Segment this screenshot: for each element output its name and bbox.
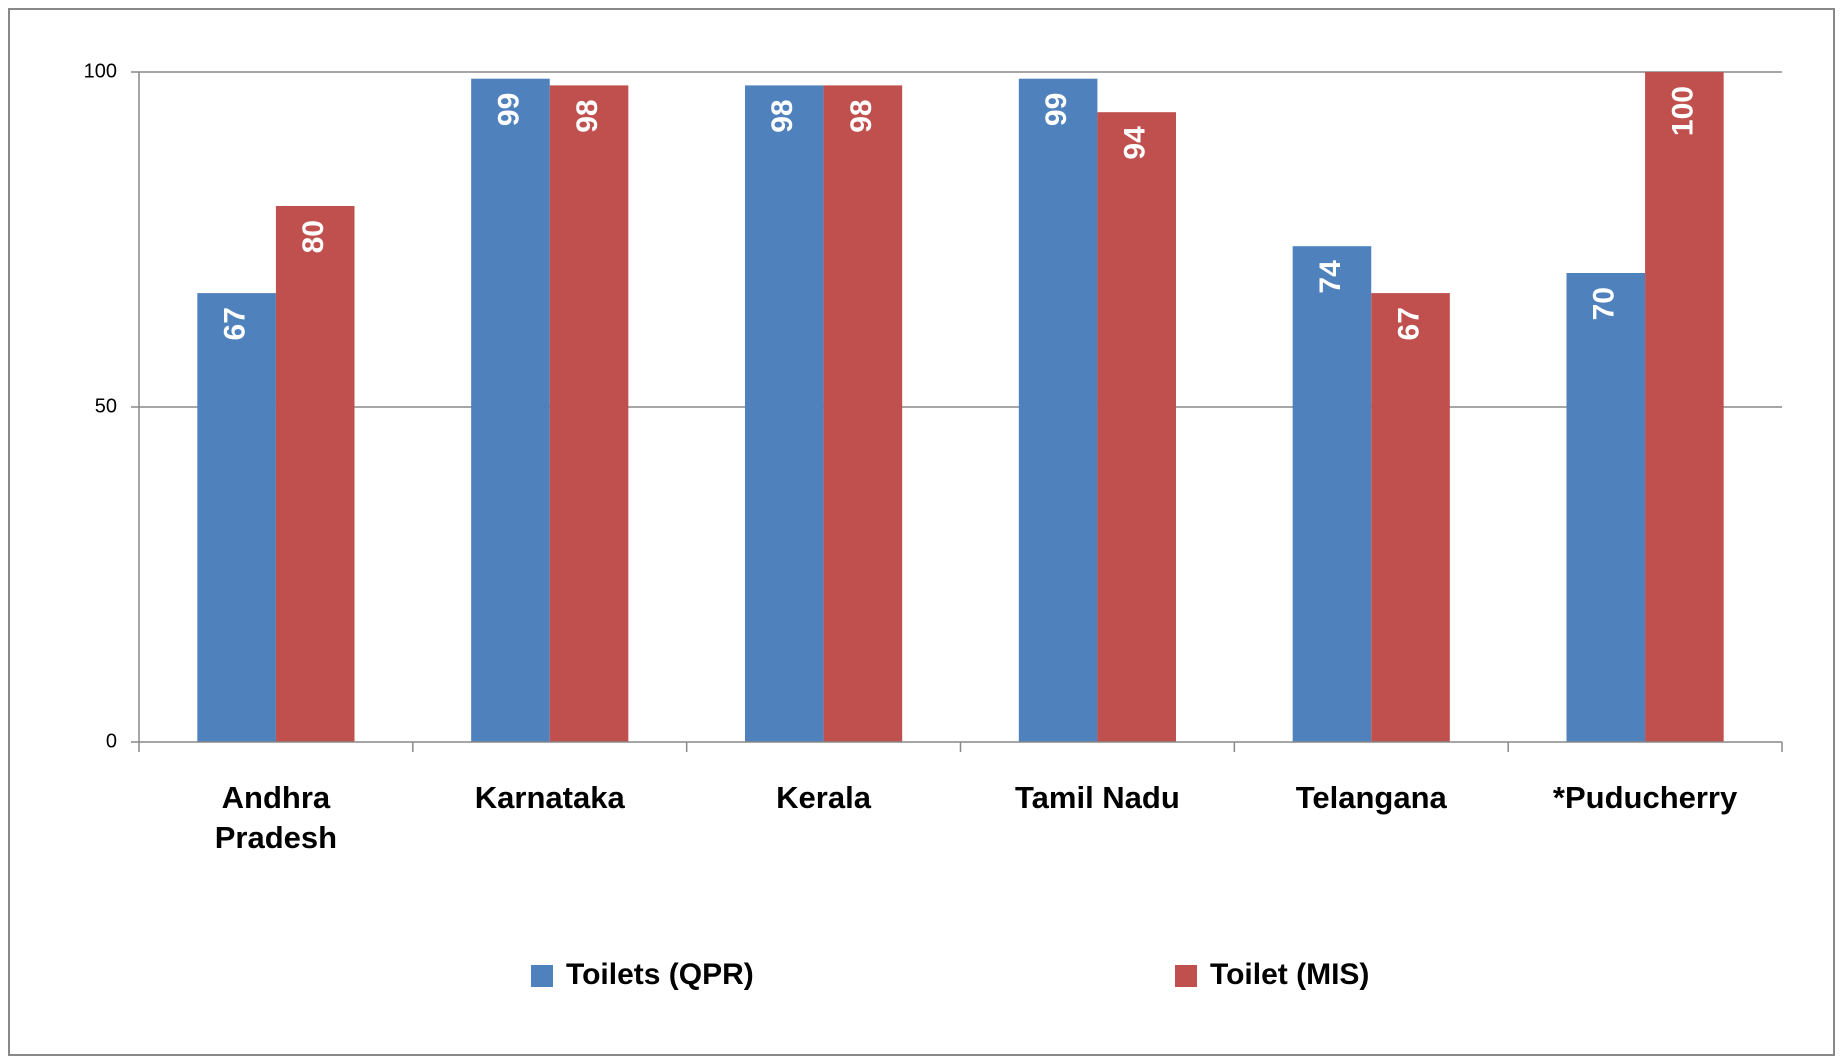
bar xyxy=(1097,112,1177,742)
data-label: 74 xyxy=(1314,260,1347,294)
data-label: 94 xyxy=(1119,126,1152,160)
bar xyxy=(275,206,355,742)
data-label: 100 xyxy=(1666,86,1699,136)
data-label: 99 xyxy=(1040,93,1073,126)
legend-swatch xyxy=(1175,965,1197,987)
data-label: 98 xyxy=(571,99,604,132)
bar xyxy=(197,293,276,742)
x-tick-label: Telangana xyxy=(1295,780,1447,815)
bar xyxy=(744,85,824,742)
data-label: 67 xyxy=(219,307,252,340)
x-tick-label: Andhra Pradesh xyxy=(214,780,338,855)
y-tick-label: 0 xyxy=(106,730,117,752)
bar xyxy=(1371,293,1450,742)
data-label: 67 xyxy=(1392,307,1425,340)
x-tick-label: *Puducherry xyxy=(1552,780,1738,815)
x-tick-label: Karnataka xyxy=(474,780,625,815)
data-label: 98 xyxy=(845,99,878,132)
data-label: 80 xyxy=(297,220,330,253)
bar xyxy=(1566,273,1646,742)
legend-label: Toilets (QPR) xyxy=(566,958,754,991)
data-label: 70 xyxy=(1588,287,1621,320)
legend-swatch xyxy=(531,965,553,987)
x-tick-label: Tamil Nadu xyxy=(1015,780,1180,815)
bar xyxy=(549,85,629,742)
legend-label: Toilet (MIS) xyxy=(1210,958,1369,991)
y-tick-label: 100 xyxy=(84,60,117,82)
x-tick-label: Kerala xyxy=(776,780,871,815)
bar xyxy=(471,78,550,742)
bar xyxy=(823,85,903,742)
bar xyxy=(1292,246,1372,742)
bar xyxy=(1018,78,1098,742)
data-label: 99 xyxy=(492,93,525,126)
y-tick-label: 50 xyxy=(95,395,117,417)
data-label: 98 xyxy=(766,99,799,132)
bar xyxy=(1645,72,1724,742)
